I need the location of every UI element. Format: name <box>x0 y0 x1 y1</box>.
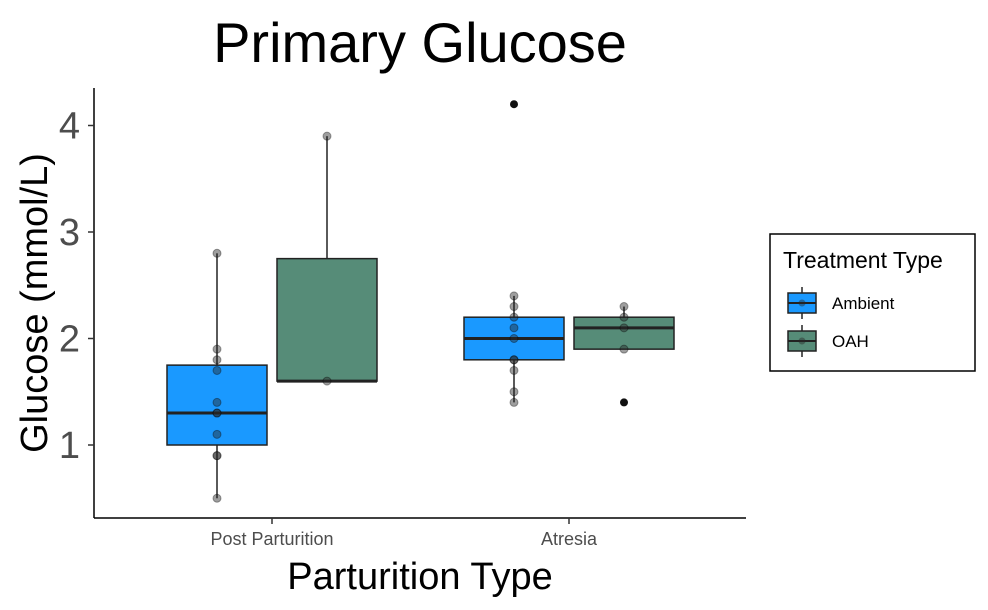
data-point <box>212 355 222 365</box>
x-axis-title: Parturition Type <box>287 556 552 598</box>
data-point <box>212 408 222 418</box>
data-point <box>619 344 629 354</box>
data-point <box>212 344 222 354</box>
data-point <box>509 291 519 301</box>
data-point <box>509 387 519 397</box>
legend-label-ambient: Ambient <box>832 294 895 313</box>
data-point <box>509 397 519 407</box>
legend: Treatment Type Ambient OAH <box>769 233 976 372</box>
box-oah-atresia <box>573 302 675 407</box>
box-ambient-post-parturition <box>166 248 268 503</box>
data-point <box>322 131 332 141</box>
y-tick-label: 2 <box>59 319 80 361</box>
data-point <box>212 365 222 375</box>
data-point <box>509 355 519 365</box>
data-point <box>619 302 629 312</box>
data-point <box>212 397 222 407</box>
outlier-point <box>620 398 628 407</box>
data-point <box>509 323 519 333</box>
y-tick-label: 3 <box>59 212 80 254</box>
data-point <box>509 334 519 343</box>
x-ticks: Post Parturition Atresia <box>210 518 598 549</box>
x-tick-label: Atresia <box>541 529 598 549</box>
legend-key-ambient: Ambient <box>787 287 895 319</box>
box-ambient-atresia <box>463 100 565 407</box>
y-tick-label: 4 <box>59 106 80 148</box>
legend-items: Ambient OAH <box>787 287 895 357</box>
box-body <box>573 316 675 350</box>
data-point <box>509 302 519 312</box>
data-point <box>212 451 222 461</box>
data-point <box>212 493 222 503</box>
legend-title: Treatment Type <box>783 247 943 273</box>
legend-label-oah: OAH <box>832 332 869 351</box>
outlier-point <box>510 100 518 109</box>
chart-title: Primary Glucose <box>213 11 627 74</box>
legend-key-point <box>798 337 806 345</box>
data-point <box>212 248 222 258</box>
y-tick-label: 1 <box>59 425 80 467</box>
data-point <box>619 312 629 322</box>
data-point <box>509 355 519 365</box>
legend-key-oah: OAH <box>787 325 869 357</box>
data-point <box>619 323 629 333</box>
box-oah-post-parturition <box>276 131 378 386</box>
box-body <box>276 257 378 382</box>
legend-key-point <box>798 299 806 307</box>
data-point <box>212 429 222 439</box>
data-point <box>509 365 519 375</box>
y-axis-title: Glucose (mmol/L) <box>14 153 56 453</box>
data-point <box>212 408 222 418</box>
data-point <box>509 312 519 322</box>
data-point <box>212 451 222 461</box>
plot-area <box>166 100 675 503</box>
box-body <box>166 364 268 446</box>
data-point <box>322 376 332 386</box>
y-ticks: 1 2 3 4 <box>59 106 94 467</box>
x-tick-label: Post Parturition <box>210 529 333 549</box>
